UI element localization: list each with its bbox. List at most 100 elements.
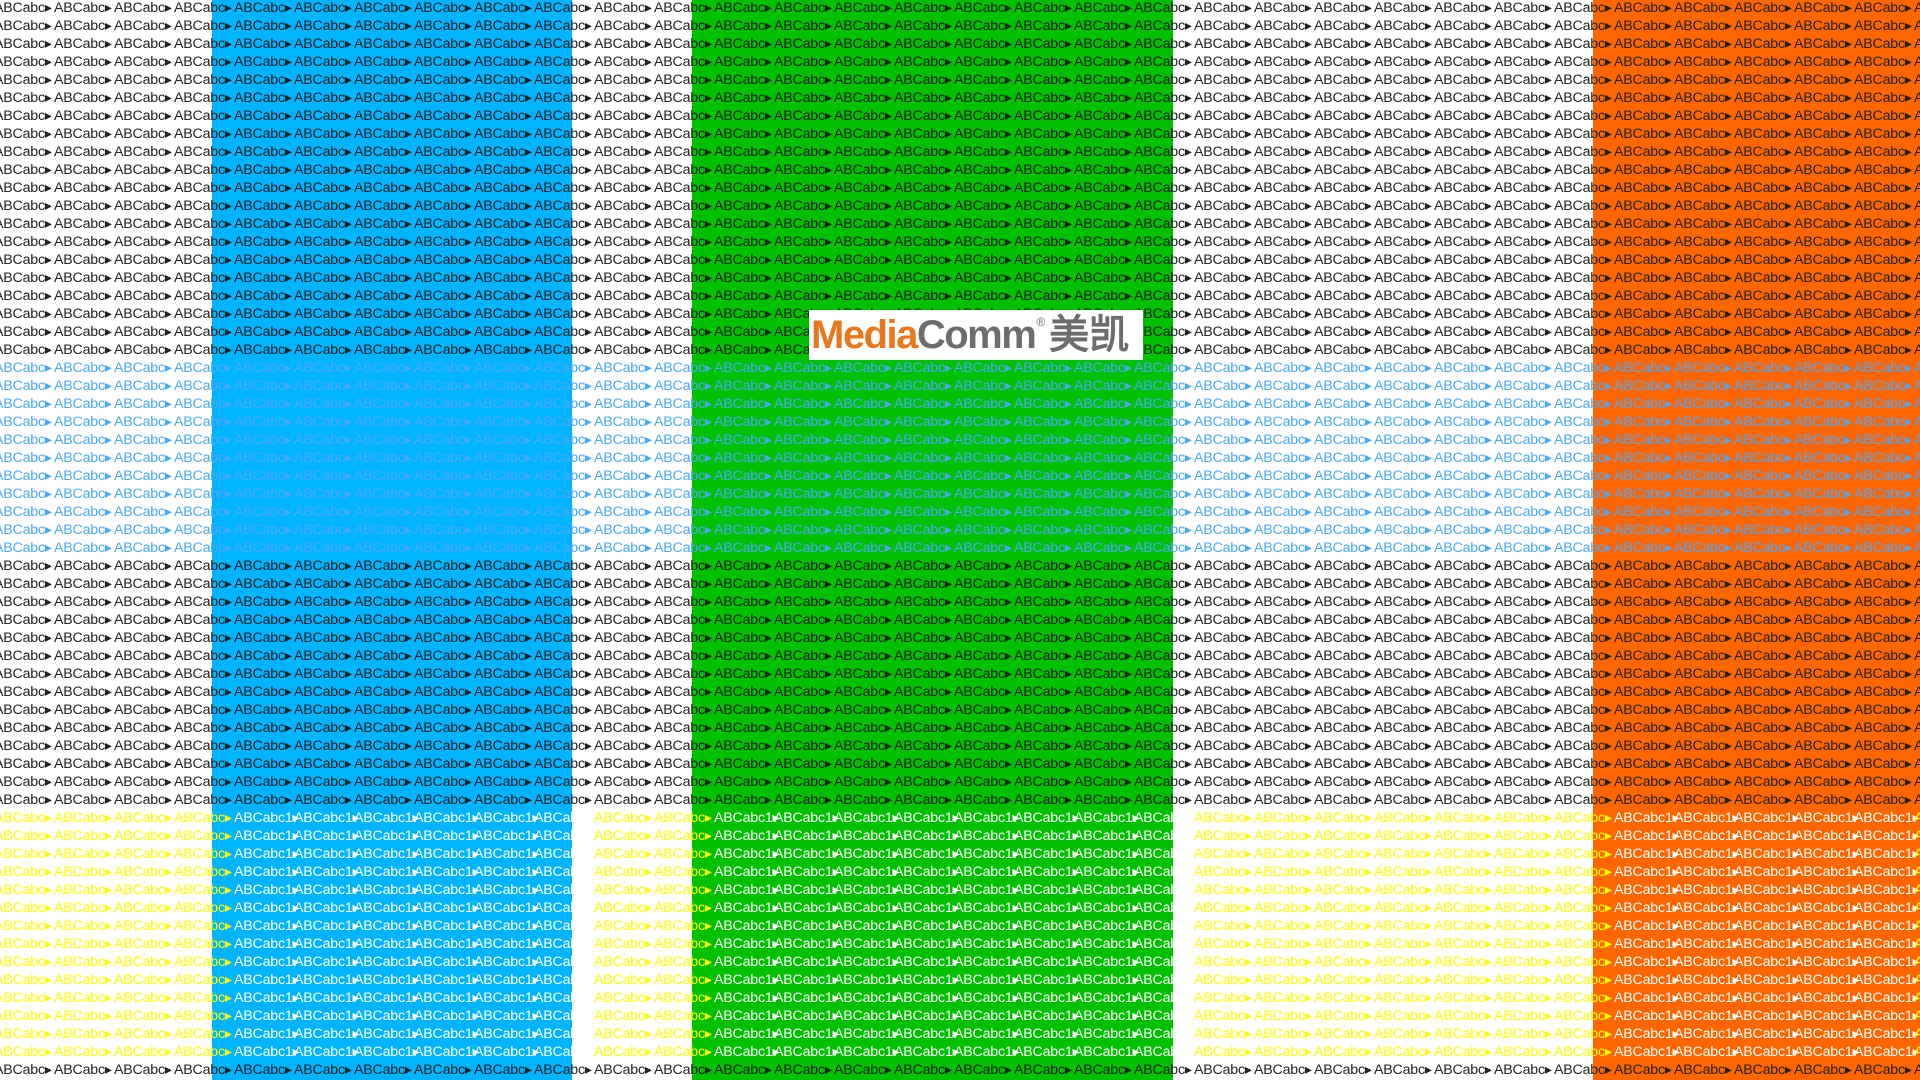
pattern-text-cell: ABCabc▸ xyxy=(1314,630,1372,646)
pattern-text-cell: ABCabc▸ xyxy=(1494,1044,1552,1060)
pattern-text-cell: ABCabc▸ xyxy=(1254,522,1312,538)
pattern-text-cell: ABCabc▸ xyxy=(1494,702,1552,718)
pattern-text-cell: ABCabc▸ xyxy=(234,594,292,610)
pattern-text-cell: ABCabc▸ xyxy=(414,774,472,790)
pattern-text-cell: ABCabc▸ xyxy=(54,180,112,196)
pattern-text-cell: ABCabc▸ xyxy=(1074,270,1132,286)
pattern-text-cell: ABCabc1▸ xyxy=(1794,936,1860,952)
pattern-text-cell: ABCabc▸ xyxy=(174,774,232,790)
pattern-text-cell: ABCabc▸ xyxy=(0,378,52,394)
pattern-text-cell: ABCabc▸ xyxy=(1494,252,1552,268)
pattern-text-cell: ABCabc▸ xyxy=(114,432,172,448)
pattern-text-cell: ABCabc▸ xyxy=(54,54,112,70)
pattern-text-cell: ABCabc▸ xyxy=(1014,558,1072,574)
pattern-text-cell: ABCabc▸ xyxy=(1014,576,1072,592)
pattern-text-cell: ABCabc▸ xyxy=(354,522,412,538)
pattern-text-cell: ABCabc▸ xyxy=(1674,468,1732,484)
pattern-text-cell: ABCabc▸ xyxy=(1254,396,1312,412)
pattern-text-cell: ABCabc▸ xyxy=(1254,900,1312,916)
pattern-text-cell: ABCabc▸ xyxy=(1674,72,1732,88)
pattern-text-cell: ABCabc1▸ xyxy=(954,846,1020,862)
pattern-text-cell: ABCabc▸ xyxy=(1134,738,1192,754)
pattern-text-cell: ABCabc▸ xyxy=(294,648,352,664)
pattern-text-cell: ABCabc▸ xyxy=(1134,414,1192,430)
pattern-text-cell: ABCabc▸ xyxy=(294,738,352,754)
pattern-text-cell: ABCabc▸ xyxy=(1314,90,1372,106)
pattern-text-cell: ABCabc▸ xyxy=(1854,468,1912,484)
pattern-text-cell: ABCabc▸ xyxy=(654,882,712,898)
pattern-text-cell: ABCabc▸ xyxy=(654,1008,712,1024)
pattern-text-cell: ABCabc▸ xyxy=(234,216,292,232)
pattern-text-cell: ABCabc▸ xyxy=(654,594,712,610)
pattern-text-cell: ABCabc▸ xyxy=(1374,936,1432,952)
pattern-text-cell: ABCabc▸ xyxy=(0,846,52,862)
pattern-text-cell: ABCabc▸ xyxy=(1794,270,1852,286)
pattern-text-cell: ABCabc▸ xyxy=(654,522,712,538)
pattern-text-cell: ABCabc1▸ xyxy=(1854,1044,1920,1060)
pattern-text-cell: ABCabc▸ xyxy=(1314,468,1372,484)
pattern-text-cell: ABCabc▸ xyxy=(0,756,52,772)
pattern-text-cell: ABCabc▸ xyxy=(654,918,712,934)
pattern-text-cell: ABCabc1▸ xyxy=(954,972,1020,988)
pattern-text-cell: ABCabc▸ xyxy=(1854,576,1912,592)
pattern-text-cell: ABCabc1▸ xyxy=(1134,828,1200,844)
pattern-text-cell: ABCabc▸ xyxy=(1194,666,1252,682)
pattern-text-cell: ABCabc▸ xyxy=(1374,810,1432,826)
pattern-text-cell: ABCabc▸ xyxy=(0,1026,52,1042)
pattern-text-cell: ABCabc▸ xyxy=(0,1062,52,1078)
pattern-text-cell: ABCabc▸ xyxy=(1194,918,1252,934)
pattern-text-cell: ABCabc1▸ xyxy=(1074,1008,1140,1024)
pattern-text-cell: ABCabc1▸ xyxy=(1854,828,1920,844)
pattern-text-cell: ABCabc▸ xyxy=(414,324,472,340)
pattern-text-cell: ABCabc▸ xyxy=(1914,936,1920,952)
pattern-text-cell: ABCabc▸ xyxy=(1254,882,1312,898)
pattern-text-cell: ABCabc▸ xyxy=(1794,378,1852,394)
pattern-text-cell: ABCabc▸ xyxy=(1014,108,1072,124)
pattern-text-cell: ABCabc▸ xyxy=(474,648,532,664)
pattern-text-cell: ABCabc▸ xyxy=(1254,846,1312,862)
pattern-text-cell: ABCabc▸ xyxy=(1854,414,1912,430)
pattern-text-cell: ABCabc▸ xyxy=(414,486,472,502)
pattern-text-cell: ABCabc1▸ xyxy=(1674,954,1740,970)
pattern-text-cell: ABCabc▸ xyxy=(1494,18,1552,34)
pattern-text-cell: ABCabc▸ xyxy=(1074,630,1132,646)
pattern-text-cell: ABCabc▸ xyxy=(954,234,1012,250)
pattern-text-cell: ABCabc▸ xyxy=(1494,396,1552,412)
pattern-text-cell: ABCabc▸ xyxy=(414,684,472,700)
pattern-text-cell: ABCabc▸ xyxy=(1134,90,1192,106)
pattern-text-cell: ABCabc▸ xyxy=(654,144,712,160)
pattern-text-cell: ABCabc▸ xyxy=(474,18,532,34)
pattern-text-cell: ABCabc▸ xyxy=(294,684,352,700)
pattern-text-cell: ABCabc▸ xyxy=(1254,756,1312,772)
pattern-text-cell: ABCabc▸ xyxy=(474,612,532,628)
pattern-text-cell: ABCabc▸ xyxy=(1914,72,1920,88)
pattern-text-cell: ABCabc▸ xyxy=(534,486,592,502)
pattern-text-cell: ABCabc▸ xyxy=(1374,144,1432,160)
pattern-text-cell: ABCabc▸ xyxy=(1134,558,1192,574)
pattern-text-cell: ABCabc▸ xyxy=(1314,72,1372,88)
pattern-text-cell: ABCabc▸ xyxy=(714,0,772,16)
pattern-text-cell: ABCabc1▸ xyxy=(954,882,1020,898)
pattern-text-cell: ABCabc▸ xyxy=(1254,270,1312,286)
pattern-text-cell: ABCabc▸ xyxy=(1554,738,1612,754)
pattern-text-cell: ABCabc▸ xyxy=(1554,450,1612,466)
pattern-text-cell: ABCabc1▸ xyxy=(1674,990,1740,1006)
pattern-text-cell: ABCabc1▸ xyxy=(894,882,960,898)
pattern-text-cell: ABCabc▸ xyxy=(1614,576,1672,592)
pattern-text-cell: ABCabc▸ xyxy=(1734,774,1792,790)
pattern-text-cell: ABCabc▸ xyxy=(894,90,952,106)
pattern-text-cell: ABCabc▸ xyxy=(1434,576,1492,592)
pattern-text-cell: ABCabc▸ xyxy=(954,720,1012,736)
pattern-text-cell: ABCabc▸ xyxy=(594,450,652,466)
pattern-text-cell: ABCabc▸ xyxy=(1734,0,1792,16)
pattern-text-cell: ABCabc1▸ xyxy=(954,954,1020,970)
pattern-text-cell: ABCabc▸ xyxy=(1794,36,1852,52)
pattern-text-cell: ABCabc▸ xyxy=(774,54,832,70)
pattern-text-cell: ABCabc▸ xyxy=(294,558,352,574)
color-stripe-white xyxy=(1173,0,1593,1080)
pattern-text-cell: ABCabc▸ xyxy=(234,90,292,106)
pattern-text-cell: ABCabc▸ xyxy=(294,504,352,520)
pattern-text-cell: ABCabc▸ xyxy=(54,774,112,790)
pattern-text-cell: ABCabc▸ xyxy=(1314,666,1372,682)
